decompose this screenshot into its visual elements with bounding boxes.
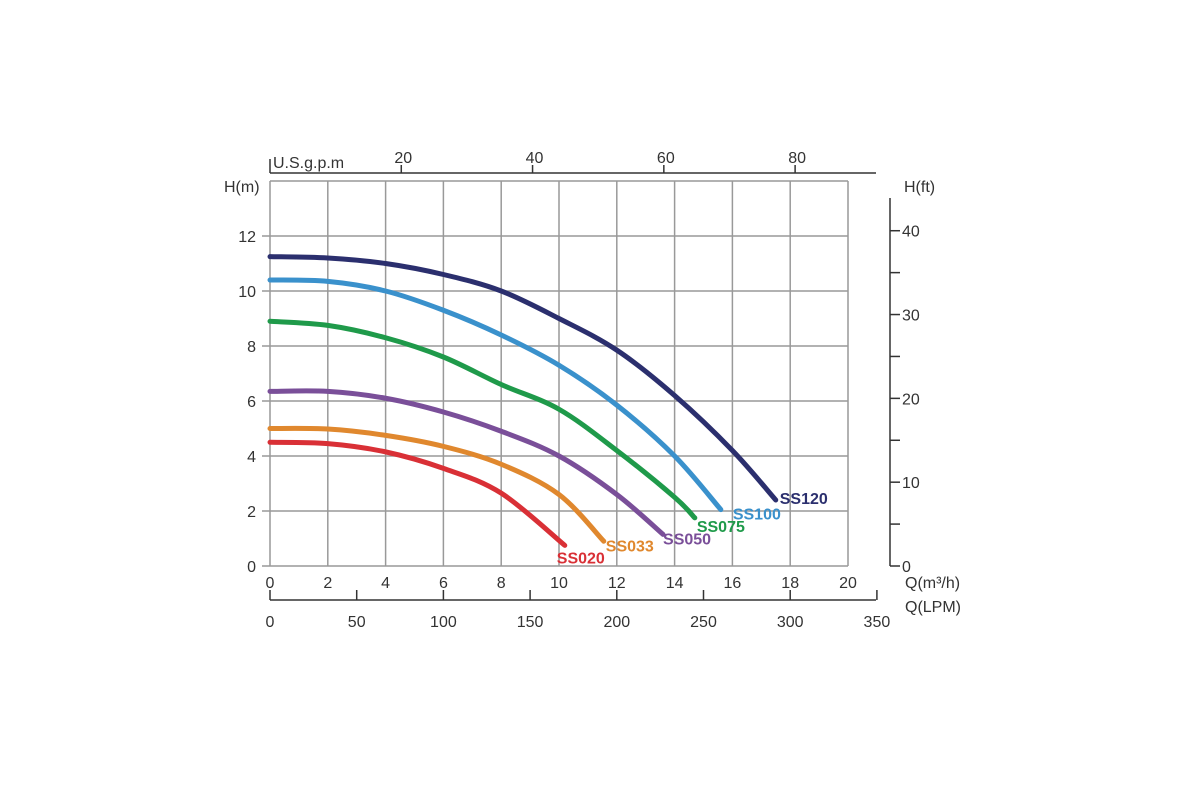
- curve-ss050: [267, 388, 666, 537]
- y-tick-label: 12: [238, 229, 256, 246]
- y-tick-label: 4: [247, 449, 256, 466]
- series-label: SS120: [780, 491, 828, 508]
- series-label: SS100: [733, 507, 781, 524]
- lpm-tick-label: 250: [690, 614, 717, 631]
- x-top-axis-label: U.S.g.p.m: [273, 155, 344, 172]
- curve-ss075: [267, 318, 698, 521]
- ft-tick-label: 40: [902, 224, 920, 241]
- x-tick-label: 18: [781, 575, 799, 592]
- curve-ss020: [267, 439, 568, 548]
- x-tick-label: 12: [608, 575, 626, 592]
- lpm-tick-label: 0: [266, 614, 275, 631]
- y-tick-label: 8: [247, 339, 256, 356]
- ft-tick-label: 10: [902, 475, 920, 492]
- curve-ss120: [267, 254, 779, 503]
- lpm-tick-label: 300: [777, 614, 804, 631]
- x-lpm-axis-label: Q(LPM): [905, 599, 961, 616]
- gpm-tick-label: 60: [657, 150, 675, 167]
- y-axis-label: H(m): [224, 179, 260, 196]
- ft-tick-label: 30: [902, 308, 920, 325]
- y-tick-label: 0: [247, 559, 256, 576]
- x-tick-label: 2: [323, 575, 332, 592]
- x-tick-label: 4: [381, 575, 390, 592]
- gpm-tick-label: 40: [526, 150, 544, 167]
- x-axis-label: Q(m³/h): [905, 575, 960, 592]
- curve-ss033: [267, 425, 607, 544]
- x-tick-label: 0: [266, 575, 275, 592]
- y-tick-label: 10: [238, 284, 256, 301]
- series-label: SS033: [606, 538, 654, 555]
- lpm-tick-label: 200: [603, 614, 630, 631]
- x-tick-label: 6: [439, 575, 448, 592]
- lpm-tick-label: 50: [348, 614, 366, 631]
- y-tick-label: 2: [247, 504, 256, 521]
- curve-ss100: [267, 277, 724, 513]
- x-tick-label: 16: [724, 575, 742, 592]
- y-tick-label: 6: [247, 394, 256, 411]
- ft-tick-label: 0: [902, 559, 911, 576]
- lpm-tick-label: 350: [864, 614, 891, 631]
- x-tick-label: 20: [839, 575, 857, 592]
- series-label: SS075: [697, 519, 745, 536]
- y2-axis-label: H(ft): [904, 179, 935, 196]
- x-tick-label: 14: [666, 575, 684, 592]
- ft-tick-label: 20: [902, 391, 920, 408]
- x-tick-label: 10: [550, 575, 568, 592]
- lpm-tick-label: 150: [517, 614, 544, 631]
- gpm-tick-label: 20: [394, 150, 412, 167]
- gpm-tick-label: 80: [788, 150, 806, 167]
- series-label: SS050: [663, 531, 711, 548]
- series-label: SS020: [557, 550, 605, 567]
- x-tick-label: 8: [497, 575, 506, 592]
- lpm-tick-label: 100: [430, 614, 457, 631]
